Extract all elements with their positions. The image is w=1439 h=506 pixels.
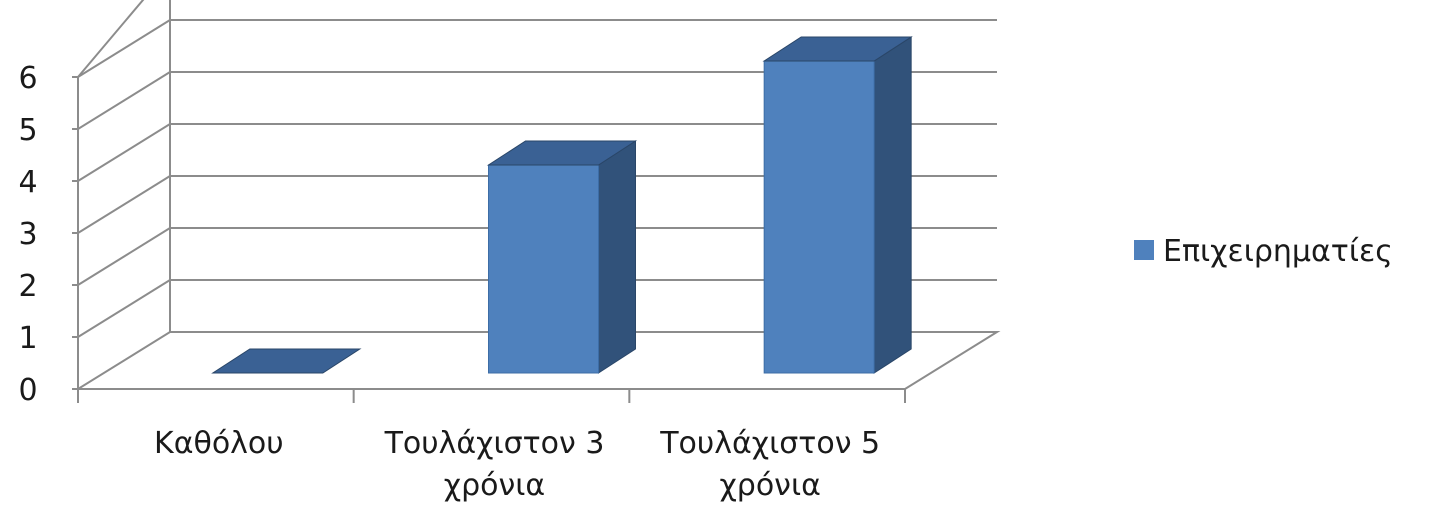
y-tick-label: 5 [18,113,37,148]
x-axis-labels: Καθόλου Τουλάχιστον 3 χρόνια Τουλάχιστον 5 χ… [77,389,906,503]
gridline-side [77,227,171,286]
bar-front [763,60,875,374]
gridline-side [77,123,171,182]
bar-side [598,140,636,374]
legend-label: Επιχειρηματίες [1163,234,1393,269]
bar-side [873,36,912,374]
gridline-side [77,71,171,130]
bar-1 [211,348,362,374]
bars [211,36,913,374]
x-category-label: Τουλάχιστον 3 [384,426,605,461]
x-category-label: χρόνια [719,468,820,503]
gridline-side [77,279,171,338]
bar-2 [486,140,638,374]
bar-top [211,348,362,374]
legend-swatch [1134,240,1154,260]
x-category-label: χρόνια [444,468,545,503]
y-tick-label: 3 [18,217,37,252]
x-category-label: Καθόλου [154,426,284,461]
y-tick-label: 1 [18,321,37,356]
y-tick-label: 4 [18,165,37,200]
bar-3 [762,36,913,374]
bar-top [486,140,638,166]
y-tick-label: 0 [18,373,37,408]
gridline-side [77,0,145,78]
gridline-side [77,175,171,234]
gridline-side [77,19,171,78]
x-category-label: Τουλάχιστον 5 [659,426,880,461]
bar-front [488,164,599,374]
bar-top [762,36,913,62]
y-axis-ticks: 0 1 2 3 4 5 6 [18,61,78,408]
y-tick-label: 2 [18,269,37,304]
legend: Επιχειρηματίες [1134,234,1393,269]
y-tick-label: 6 [18,61,37,96]
